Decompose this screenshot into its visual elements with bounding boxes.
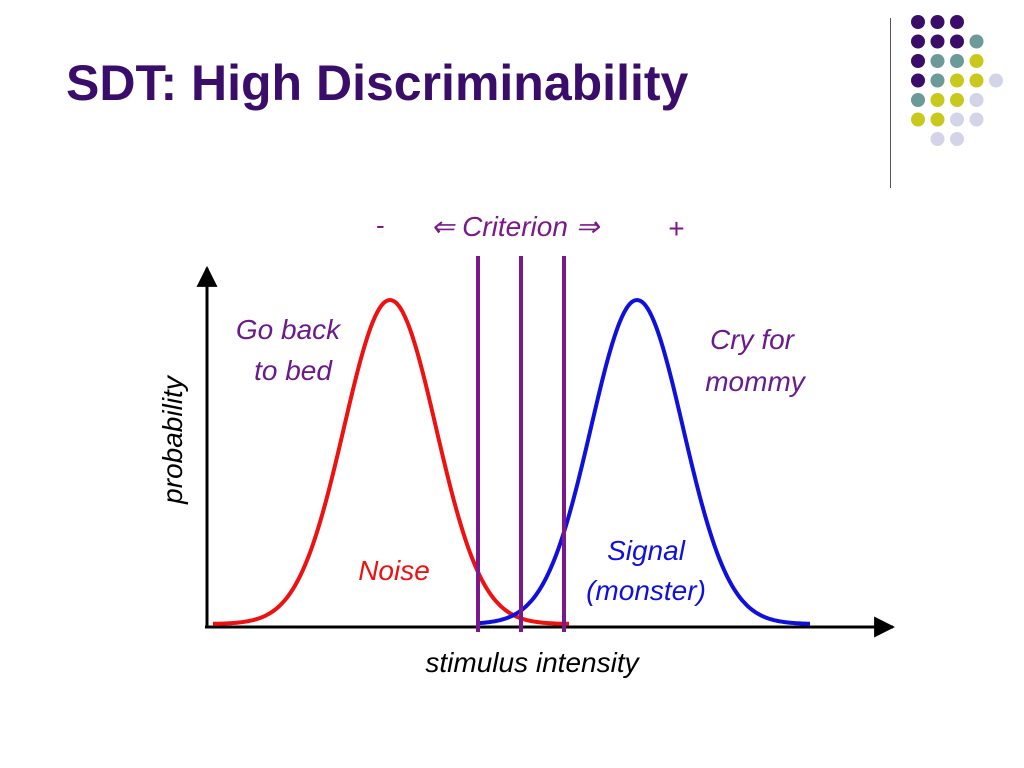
noise-label: Noise — [358, 555, 430, 586]
criterion-plus: + — [668, 213, 684, 244]
y-axis-label: probability — [157, 374, 188, 505]
x-axis-label: stimulus intensity — [425, 647, 640, 678]
noise-distribution-curve — [213, 298, 569, 626]
noise-response-line-2: to bed — [254, 355, 333, 386]
signal-response-line-2: mommy — [705, 366, 807, 397]
signal-label-line-1: Signal — [607, 535, 686, 566]
criterion-label: ⇐ Criterion ⇒ — [431, 211, 601, 242]
criterion-minus: - — [376, 210, 385, 240]
signal-label-line-2: (monster) — [586, 575, 706, 606]
noise-response-line-1: Go back — [236, 314, 342, 345]
slide-title: SDT: High Discriminability — [66, 55, 689, 111]
signal-distribution-curve — [477, 298, 810, 626]
signal-response-line-1: Cry for — [710, 324, 796, 355]
title-divider — [890, 18, 891, 188]
